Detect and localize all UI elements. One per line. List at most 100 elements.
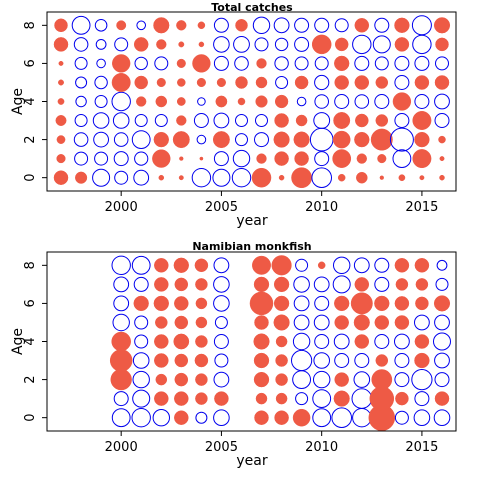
bubble-positive (195, 297, 208, 310)
bubble-negative (314, 94, 330, 109)
bubble-positive (173, 333, 190, 350)
bubble-positive (375, 114, 389, 127)
bubble-negative (314, 56, 329, 71)
bubble-positive (156, 77, 166, 88)
bubble-negative (433, 409, 451, 427)
bubble-positive (434, 75, 450, 90)
bubble-negative (133, 276, 149, 292)
bubble-negative (92, 168, 111, 187)
bubble-positive (255, 392, 268, 405)
bubble-positive (154, 258, 169, 273)
bubble-positive (412, 149, 432, 169)
bubble-positive (174, 410, 189, 425)
bubble-positive (271, 255, 292, 276)
bubble-negative (313, 112, 331, 129)
bubble-negative (293, 295, 310, 312)
bubble-negative (213, 257, 230, 274)
bubble-negative (132, 352, 150, 369)
bubble-negative (334, 18, 349, 33)
bubble-positive (439, 156, 445, 162)
bubble-negative (131, 255, 151, 275)
bubble-negative (254, 132, 269, 148)
bubble-positive (294, 151, 309, 166)
bubble-positive (57, 98, 65, 105)
bubble-negative (292, 370, 312, 390)
bubble-negative (114, 170, 129, 185)
bubble-negative (294, 36, 310, 52)
bubble-positive (235, 19, 248, 32)
bubble-positive (192, 54, 211, 73)
x-tick-label: 2010 (305, 440, 338, 455)
bubble-negative (235, 133, 248, 147)
bubble-negative (414, 314, 430, 331)
bubble-positive (56, 135, 66, 144)
bubble-negative (212, 168, 231, 187)
bubble-negative (374, 257, 390, 273)
bubble-positive (332, 149, 352, 168)
bubble-negative (295, 392, 309, 406)
x-axis: 2000 2005 2010 2015 (105, 191, 438, 215)
bubble-negative (413, 409, 431, 427)
bubble-positive (394, 17, 410, 33)
bubble-positive (58, 60, 64, 66)
bubble-negative (134, 114, 148, 127)
bubble-positive (179, 156, 184, 161)
bubble-negative (111, 91, 131, 112)
bubble-negative (136, 20, 146, 31)
bubble-negative (132, 370, 150, 389)
bubble-negative (354, 94, 370, 109)
bubble-positive (419, 175, 425, 181)
bubble-positive (153, 131, 169, 148)
bubble-negative (213, 276, 230, 293)
bubble-negative (313, 314, 330, 331)
bubble-positive (255, 76, 268, 89)
bubble-positive (395, 278, 409, 291)
bubble-positive (332, 130, 351, 149)
bubble-positive (196, 77, 206, 88)
bubble-negative (213, 371, 230, 388)
bubble-positive (414, 75, 430, 90)
plot-frame (46, 11, 457, 192)
bubble-positive (155, 373, 168, 386)
bubble-negative (254, 37, 269, 52)
bubble-positive (392, 92, 412, 111)
bubble-negative (314, 295, 330, 311)
bubble-positive (414, 131, 430, 148)
bubble-positive (253, 276, 270, 293)
bubble-negative (414, 391, 430, 407)
bubble-negative (434, 93, 450, 110)
bubble-positive (274, 410, 289, 425)
bubble-positive (195, 373, 208, 386)
bubble-negative (331, 407, 353, 429)
bubble-negative (312, 408, 332, 428)
bubble-negative (374, 334, 390, 349)
bubble-negative (334, 94, 350, 109)
bubble-positive (253, 352, 270, 369)
bubble-positive (154, 353, 169, 368)
bubble-positive (176, 115, 187, 126)
bubble-positive (371, 369, 393, 390)
bubble-negative (411, 15, 432, 36)
bubble-positive (415, 296, 429, 311)
bubble-positive (174, 372, 189, 387)
bubble-negative (333, 256, 351, 274)
bubble-negative (214, 353, 229, 368)
x-tick-label: 2000 (105, 200, 138, 215)
bubble-negative (213, 409, 230, 427)
bubble-positive (177, 78, 186, 87)
bubble-positive (354, 277, 370, 292)
bubble-negative (332, 275, 351, 294)
bubble-positive (278, 174, 285, 181)
bubble-negative (394, 113, 410, 128)
bubble-positive (195, 392, 208, 405)
bubble-negative (374, 17, 390, 33)
bubble-positive (112, 54, 131, 73)
bubble-positive (433, 17, 451, 34)
bubble-negative (311, 167, 333, 188)
bubble-negative (75, 76, 88, 89)
bubble-positive (370, 128, 393, 151)
bubble-negative (291, 349, 313, 372)
bubble-positive (212, 131, 230, 149)
bubble-positive (252, 255, 271, 275)
